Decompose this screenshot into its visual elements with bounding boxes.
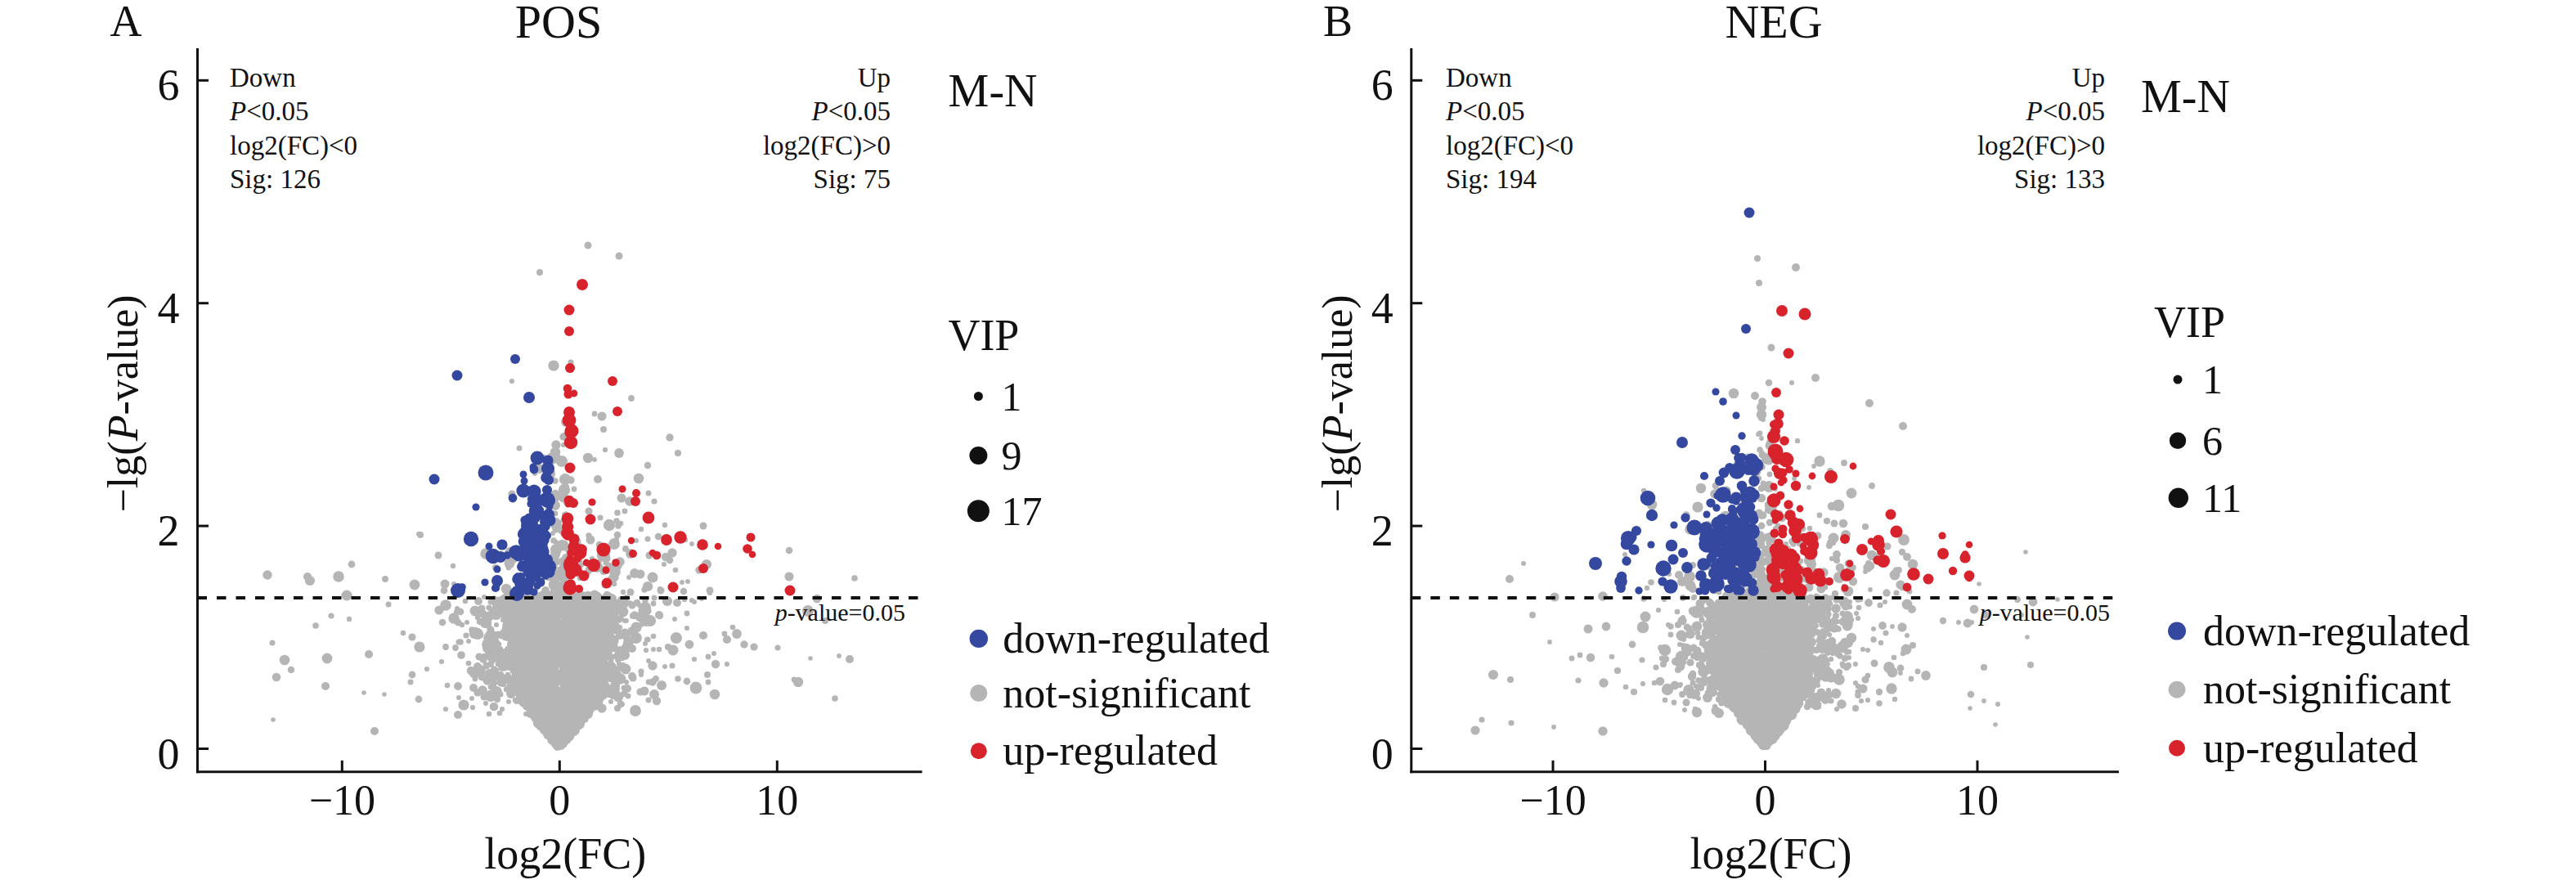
svg-text:6: 6 xyxy=(2202,418,2223,464)
svg-text:log2(FC)>0: log2(FC)>0 xyxy=(763,131,891,161)
svg-text:down-regulated: down-regulated xyxy=(2203,608,2470,654)
svg-text:up-regulated: up-regulated xyxy=(2203,725,2418,771)
svg-text:−lg(P-value): −lg(P-value) xyxy=(1314,294,1362,512)
svg-text:0: 0 xyxy=(1371,730,1393,779)
svg-text:P<0.05: P<0.05 xyxy=(1445,97,1525,126)
svg-text:−10: −10 xyxy=(1519,777,1586,824)
svg-text:0: 0 xyxy=(549,777,570,824)
svg-text:Sig: 126: Sig: 126 xyxy=(230,164,321,194)
svg-text:17: 17 xyxy=(1002,488,1043,534)
svg-text:Sig: 133: Sig: 133 xyxy=(2014,164,2105,194)
svg-text:p-value=0.05: p-value=0.05 xyxy=(1978,599,2110,626)
svg-text:4: 4 xyxy=(1371,284,1393,333)
svg-text:P<0.05: P<0.05 xyxy=(810,97,891,126)
svg-text:Sig: 75: Sig: 75 xyxy=(814,164,891,194)
svg-text:B: B xyxy=(1323,0,1353,46)
svg-text:log2(FC)>0: log2(FC)>0 xyxy=(1977,131,2105,161)
svg-text:Down: Down xyxy=(230,63,296,92)
svg-text:M-N: M-N xyxy=(2141,71,2230,122)
svg-text:P<0.05: P<0.05 xyxy=(229,97,309,126)
svg-text:VIP: VIP xyxy=(948,311,1019,360)
svg-text:Sig: 194: Sig: 194 xyxy=(1446,164,1537,194)
svg-text:1: 1 xyxy=(2202,357,2223,402)
svg-text:Up: Up xyxy=(858,63,891,92)
svg-text:0: 0 xyxy=(1755,777,1776,824)
svg-text:log2(FC)<0: log2(FC)<0 xyxy=(230,131,357,161)
svg-text:P<0.05: P<0.05 xyxy=(2025,97,2105,126)
svg-text:M-N: M-N xyxy=(949,65,1038,116)
svg-text:log2(FC)<0: log2(FC)<0 xyxy=(1446,131,1573,161)
svg-text:2: 2 xyxy=(158,506,180,555)
svg-text:Up: Up xyxy=(2072,63,2105,92)
svg-text:down-regulated: down-regulated xyxy=(1003,615,1269,662)
svg-text:0: 0 xyxy=(158,730,180,779)
svg-text:not-significant: not-significant xyxy=(2203,666,2452,712)
svg-text:Down: Down xyxy=(1446,63,1512,92)
svg-text:6: 6 xyxy=(1371,61,1393,110)
svg-text:6: 6 xyxy=(158,61,180,110)
svg-text:10: 10 xyxy=(1956,777,1999,824)
svg-text:NEG: NEG xyxy=(1725,0,1822,48)
svg-text:−lg(P-value): −lg(P-value) xyxy=(101,294,148,512)
svg-text:A: A xyxy=(110,0,142,46)
svg-text:10: 10 xyxy=(756,777,798,824)
svg-text:9: 9 xyxy=(1002,433,1022,478)
svg-text:not-significant: not-significant xyxy=(1003,670,1251,716)
svg-text:up-regulated: up-regulated xyxy=(1003,727,1218,774)
svg-text:11: 11 xyxy=(2202,475,2242,521)
svg-text:−10: −10 xyxy=(309,777,375,824)
svg-text:4: 4 xyxy=(158,284,180,333)
svg-text:VIP: VIP xyxy=(2154,298,2225,347)
svg-text:POS: POS xyxy=(515,0,602,48)
svg-text:log2(FC): log2(FC) xyxy=(1690,829,1851,878)
svg-text:1: 1 xyxy=(1002,374,1022,420)
svg-text:log2(FC): log2(FC) xyxy=(484,829,646,878)
svg-text:p-value=0.05: p-value=0.05 xyxy=(774,599,905,626)
svg-text:2: 2 xyxy=(1371,506,1393,555)
